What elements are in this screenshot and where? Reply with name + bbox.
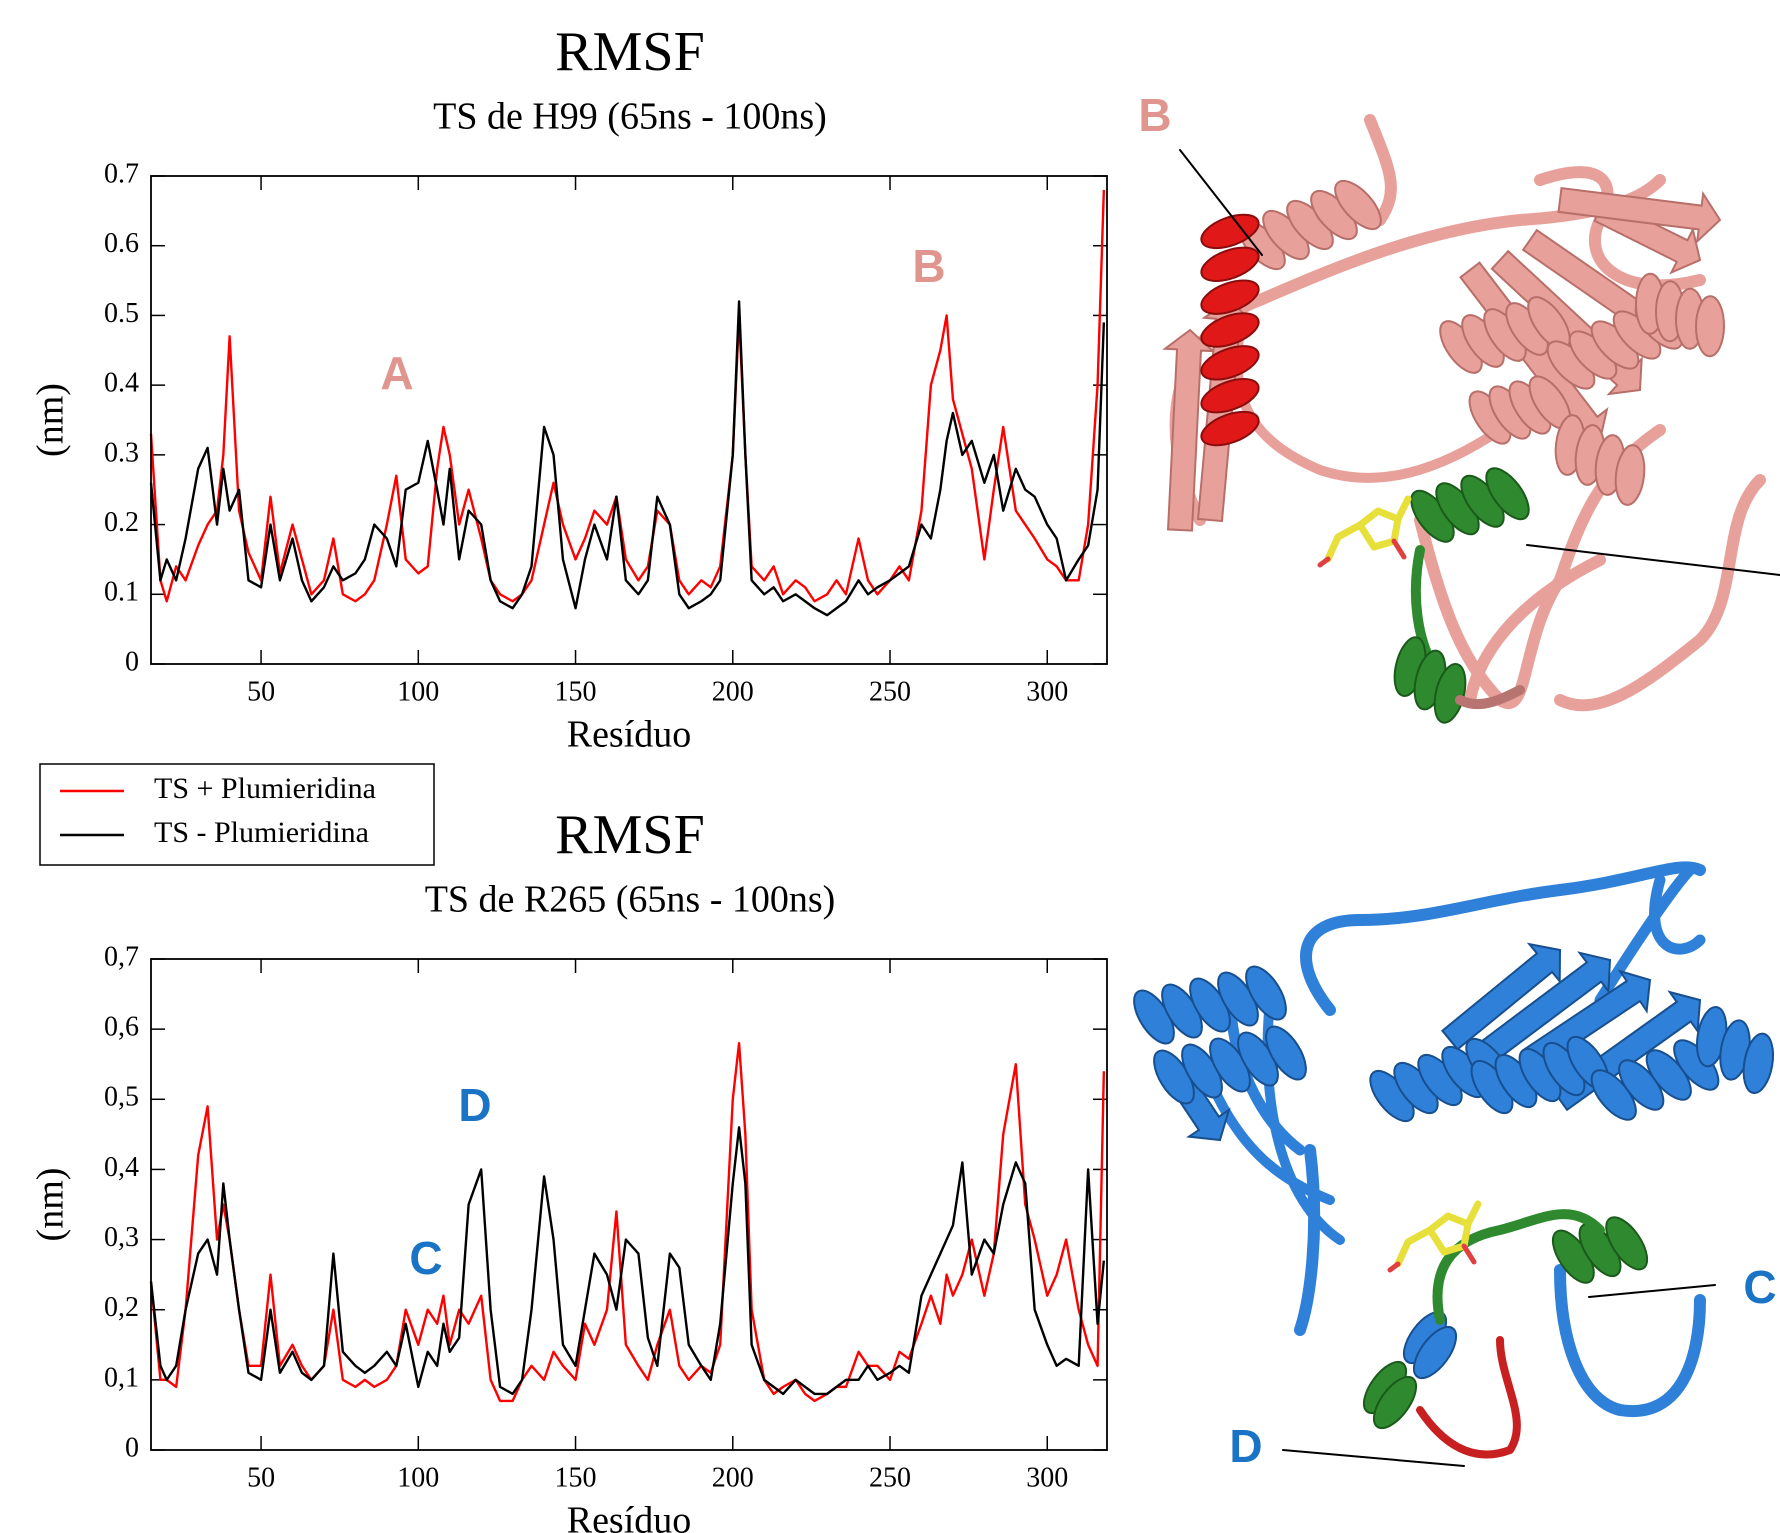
- plot-frame: [150, 958, 1108, 1451]
- helix-turn: [1412, 1325, 1458, 1380]
- loop: [1179, 149, 1263, 256]
- series-line: [149, 1041, 1106, 1403]
- helix-turn: [1372, 1375, 1418, 1430]
- annotation: B: [912, 240, 945, 292]
- y-tick-label: 0,4: [104, 1152, 139, 1183]
- helix-turn: [1245, 965, 1287, 1021]
- x-tick-label: 100: [397, 676, 439, 707]
- loop: [1300, 861, 1706, 1016]
- protein-structures: [1133, 114, 1780, 1467]
- helix-turn: [1614, 444, 1646, 506]
- x-tick-label: 100: [397, 1462, 439, 1493]
- strand: [1557, 186, 1722, 244]
- legend-box: [39, 763, 435, 866]
- structure-label: B: [1138, 89, 1171, 141]
- strand: [1162, 328, 1216, 532]
- x-tick-label: 200: [712, 676, 754, 707]
- y-tick-label: 0.1: [104, 577, 139, 608]
- x-axis-label: Resíduo: [567, 714, 692, 756]
- annotation: C: [409, 1232, 442, 1284]
- loop: [1394, 1200, 1482, 1268]
- structure-label: C: [1743, 1261, 1776, 1313]
- y-tick-label: 0.2: [104, 507, 139, 538]
- x-tick-label: 200: [712, 1462, 754, 1493]
- x-tick-label: 250: [869, 676, 911, 707]
- helix-turn: [1742, 1032, 1775, 1094]
- annotation: A: [380, 347, 413, 399]
- loop: [1414, 424, 1666, 709]
- loop: [1294, 1144, 1706, 1418]
- strand: [1440, 942, 1562, 1051]
- y-axis-label: (nm): [30, 383, 72, 457]
- x-tick-label: 300: [1026, 1462, 1068, 1493]
- loop: [1588, 1284, 1716, 1298]
- loop: [1324, 495, 1412, 563]
- chart-subtitle: TS de H99 (65ns - 100ns): [433, 96, 827, 138]
- chart-title: RMSF: [555, 804, 704, 866]
- loop: [1416, 1336, 1521, 1459]
- loop: [1410, 545, 1435, 665]
- x-tick-label: 250: [869, 1462, 911, 1493]
- x-tick-label: 50: [247, 676, 275, 707]
- x-tick-label: 50: [247, 1462, 275, 1493]
- y-tick-label: 0,6: [104, 1012, 139, 1043]
- annotation: D: [458, 1079, 491, 1131]
- y-tick-label: 0,1: [104, 1362, 139, 1393]
- legend-label: TS - Plumieridina: [154, 816, 369, 849]
- helix-turn: [1200, 312, 1260, 348]
- helix-turn: [1200, 279, 1260, 315]
- y-tick-label: 0.6: [104, 228, 139, 259]
- y-tick-label: 0.3: [104, 437, 139, 468]
- loop: [1432, 1209, 1605, 1325]
- loop: [1282, 1449, 1465, 1467]
- loop: [1317, 538, 1407, 568]
- helix-turn: [1605, 1216, 1649, 1271]
- legend-label: TS + Plumieridina: [154, 772, 376, 805]
- helix-turn: [1334, 179, 1382, 231]
- x-tick-label: 150: [555, 676, 597, 707]
- helix-turn: [1200, 213, 1260, 250]
- series-line: [149, 1126, 1106, 1396]
- y-tick-label: 0: [125, 646, 139, 677]
- helix-turn: [1200, 345, 1260, 381]
- plot-frame: [150, 175, 1108, 665]
- strand: [1481, 951, 1612, 1061]
- series-line: [149, 189, 1106, 603]
- chart-title: RMSF: [555, 21, 704, 83]
- y-tick-label: 0.7: [104, 158, 139, 189]
- x-tick-label: 150: [555, 1462, 597, 1493]
- series-line: [149, 300, 1106, 617]
- y-tick-label: 0.4: [104, 368, 139, 399]
- loop: [1455, 685, 1525, 710]
- helix-turn: [1265, 1025, 1307, 1081]
- helix-turn: [1200, 378, 1260, 414]
- y-tick-label: 0,2: [104, 1292, 139, 1323]
- helix-turn: [1694, 295, 1726, 358]
- y-tick-label: 0,5: [104, 1082, 139, 1113]
- y-tick-label: 0,3: [104, 1222, 139, 1253]
- chart-subtitle: TS de R265 (65ns - 100ns): [425, 879, 836, 921]
- x-axis-label: Resíduo: [567, 1500, 692, 1533]
- helix-turn: [1200, 410, 1260, 447]
- structure-label: D: [1229, 1420, 1262, 1472]
- x-tick-label: 300: [1026, 676, 1068, 707]
- loop: [1464, 474, 1766, 712]
- helix-turn: [1200, 246, 1260, 282]
- helix-turn: [1485, 467, 1530, 521]
- y-axis-label: (nm): [30, 1168, 72, 1242]
- loop: [1387, 1243, 1477, 1273]
- loop: [1526, 544, 1780, 576]
- y-tick-label: 0: [125, 1432, 139, 1463]
- y-tick-label: 0,7: [104, 941, 139, 972]
- y-tick-label: 0.5: [104, 298, 139, 329]
